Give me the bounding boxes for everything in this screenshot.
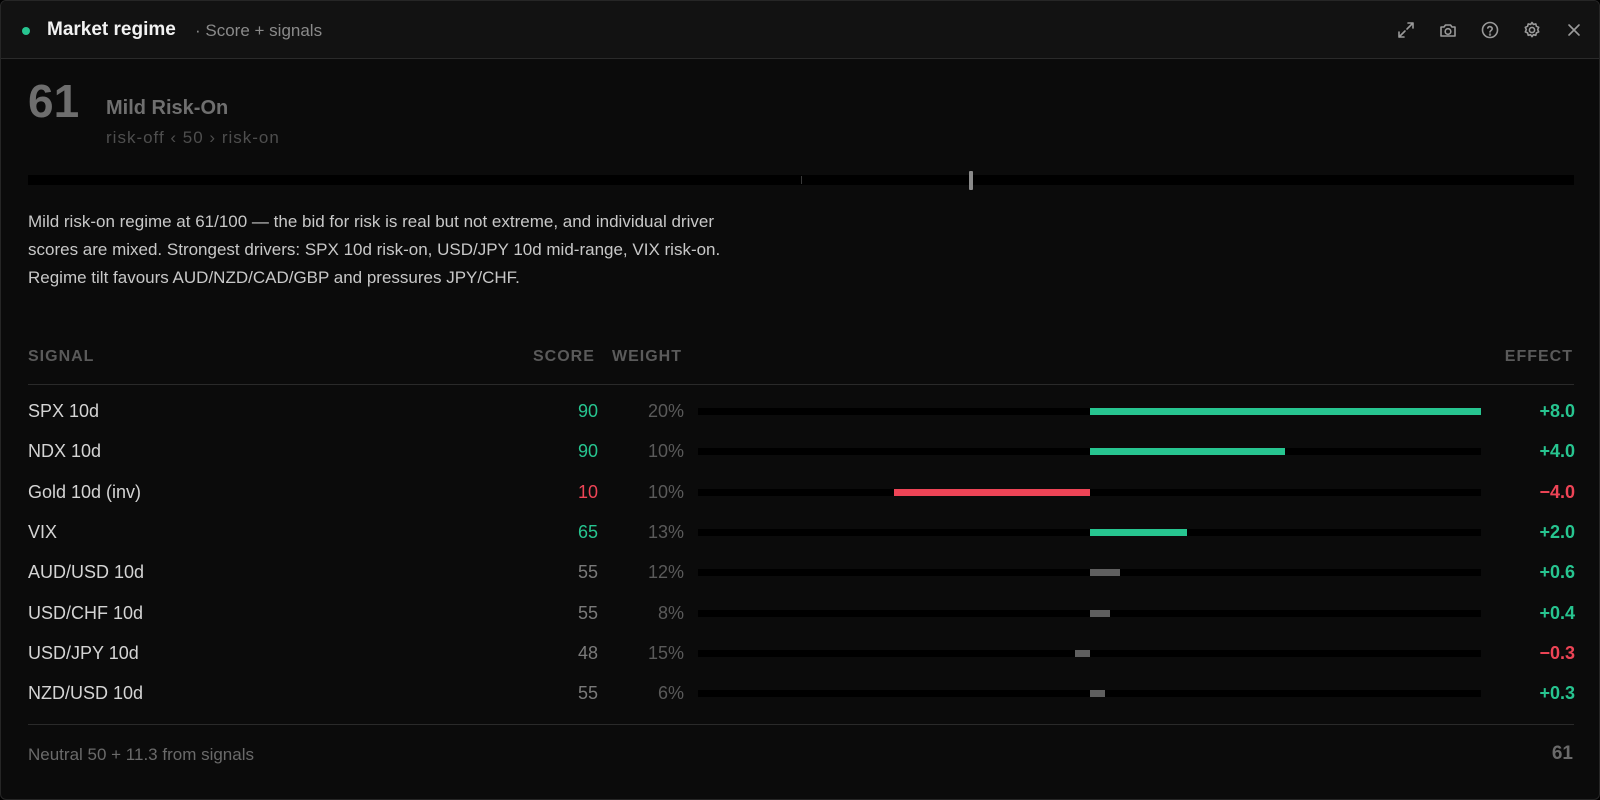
table-row: USD/CHF 10d 55 8% +0.4 (1, 594, 1599, 634)
status-dot (22, 27, 30, 35)
signal-weight: 13% (647, 521, 684, 542)
gauge-neutral-tick (801, 176, 802, 184)
signal-name: VIX (28, 521, 58, 542)
effect-bar-track (698, 690, 1481, 698)
table-row: SPX 10d 90 20% +8.0 (1, 392, 1599, 432)
col-header-score: SCORE (533, 348, 595, 365)
regime-label: Mild Risk-On (106, 97, 229, 119)
signal-effect: −4.0 (1539, 481, 1575, 502)
close-icon[interactable] (1562, 18, 1586, 42)
table-row: NZD/USD 10d 55 6% +0.3 (1, 674, 1599, 714)
regime-scale-legend: risk-off ‹ 50 › risk-on (106, 128, 280, 147)
regime-summary: Mild risk-on regime at 61/100 — the bid … (28, 212, 721, 287)
effect-bar (1089, 528, 1188, 536)
signal-score: 55 (577, 562, 598, 583)
signal-score: 10 (577, 481, 598, 502)
signal-weight: 10% (647, 441, 684, 462)
col-header-signal: SIGNAL (28, 348, 95, 365)
signal-effect: −0.3 (1539, 642, 1575, 663)
signal-score: 90 (577, 441, 598, 462)
signal-weight: 6% (657, 683, 684, 704)
score-breakdown: Neutral 50 + 11.3 from signals (28, 745, 254, 764)
signal-name: NZD/USD 10d (28, 683, 144, 704)
effect-bar-track (698, 569, 1481, 577)
table-row: USD/JPY 10d 48 15% −0.3 (1, 634, 1599, 674)
table-row: AUD/USD 10d 55 12% +0.6 (1, 553, 1599, 593)
effect-bar (1089, 569, 1120, 577)
title-bar: Market regime · Score + signals (1, 1, 1599, 59)
help-icon[interactable] (1478, 18, 1502, 42)
table-row: VIX 65 13% +2.0 (1, 513, 1599, 553)
settings-icon[interactable] (1520, 18, 1544, 42)
signal-name: Gold 10d (inv) (28, 481, 142, 502)
panel-title: Market regime (47, 19, 176, 40)
table-row: Gold 10d (inv) 10 10% −4.0 (1, 473, 1599, 513)
signal-score: 48 (577, 642, 598, 663)
signal-score: 90 (577, 401, 598, 421)
gauge-score-marker (969, 171, 974, 190)
signal-weight: 20% (647, 401, 684, 421)
effect-bar-track (698, 448, 1481, 456)
signal-weight: 8% (657, 602, 684, 623)
col-header-weight: WEIGHT (612, 348, 682, 365)
score-total: 61 (1551, 743, 1573, 764)
table-row: NDX 10d 90 10% +4.0 (1, 432, 1599, 472)
effect-bar (1089, 609, 1110, 617)
signal-name: USD/CHF 10d (28, 602, 144, 623)
camera-icon[interactable] (1436, 18, 1460, 42)
regime-score: 61 (28, 75, 80, 127)
regime-gauge (28, 171, 1574, 190)
signal-effect: +2.0 (1539, 521, 1575, 542)
effect-bar (1089, 690, 1105, 698)
effect-bar (1074, 649, 1090, 657)
expand-icon[interactable] (1394, 18, 1418, 42)
col-header-effect: EFFECT (1504, 348, 1573, 365)
signal-score: 55 (577, 683, 598, 704)
effect-bar-track (698, 528, 1481, 536)
effect-bar (1089, 408, 1481, 415)
effect-bar-track (698, 609, 1481, 617)
signal-name: SPX 10d (28, 401, 100, 421)
signal-weight: 15% (647, 642, 684, 663)
effect-bar (893, 488, 1090, 496)
signal-effect: +4.0 (1539, 441, 1575, 462)
table-header-divider (28, 384, 1574, 385)
signal-score: 65 (577, 521, 598, 542)
signal-effect: +0.6 (1539, 562, 1575, 583)
effect-bar (1089, 448, 1286, 456)
signal-score: 55 (577, 602, 598, 623)
signal-effect: +8.0 (1539, 401, 1575, 421)
signal-effect: +0.4 (1539, 602, 1575, 623)
signal-effect: +0.3 (1539, 683, 1575, 704)
signal-weight: 12% (647, 562, 684, 583)
signal-name: NDX 10d (28, 441, 102, 462)
panel-subtitle: · Score + signals (195, 21, 323, 40)
effect-bar-track (698, 408, 1481, 415)
effect-bar-track (698, 488, 1481, 496)
signal-name: AUD/USD 10d (28, 562, 145, 583)
effect-bar-track (698, 649, 1481, 657)
signal-name: USD/JPY 10d (28, 642, 139, 663)
signal-weight: 10% (647, 481, 684, 502)
table-footer-divider (28, 724, 1574, 725)
